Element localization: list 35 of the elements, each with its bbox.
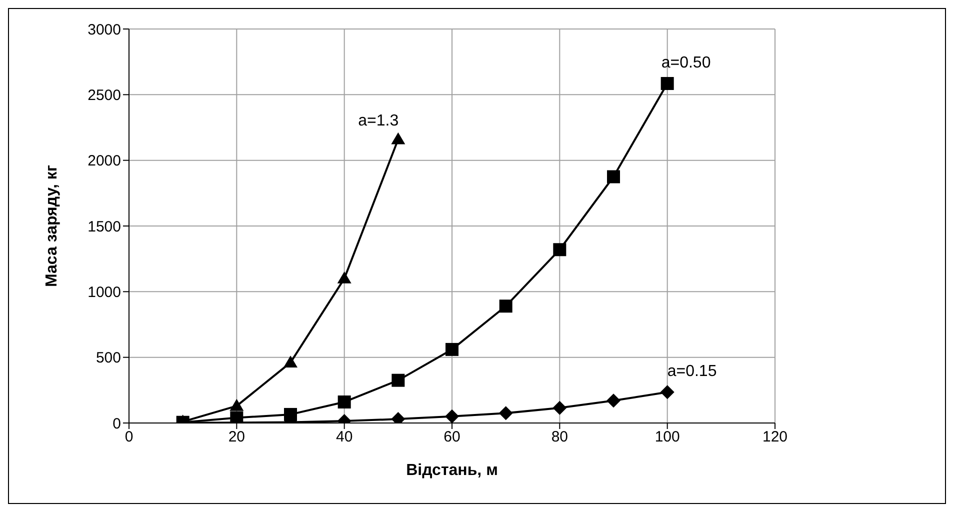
y-axis-title: Маса заряду, кг (44, 164, 61, 288)
point (392, 374, 405, 387)
y-tick-label: 500 (96, 350, 121, 367)
series-label: a=0.15 (667, 363, 717, 380)
x-tick-label: 20 (228, 428, 246, 446)
y-tick-label: 2500 (88, 86, 121, 104)
x-tick-label: 100 (654, 428, 680, 446)
x-tick-label: 120 (762, 428, 788, 446)
x-tick-label: 80 (551, 428, 568, 446)
y-tick-label: 3000 (88, 21, 121, 38)
point (337, 272, 352, 284)
point (660, 77, 674, 90)
x-tick-label: 60 (444, 428, 460, 446)
point (552, 400, 567, 415)
series-label: a=0.50 (661, 54, 711, 72)
point (553, 243, 566, 256)
point (338, 395, 351, 408)
point (606, 394, 620, 408)
point (660, 385, 674, 400)
point (445, 409, 459, 423)
y-tick-label: 2000 (88, 152, 121, 170)
x-axis-title: Відстань, м (406, 462, 498, 479)
point (230, 398, 244, 411)
point (607, 170, 620, 184)
point (499, 300, 512, 313)
y-tick-label: 0 (112, 415, 121, 432)
point (284, 356, 298, 368)
point (446, 342, 458, 356)
x-tick-label: 40 (336, 428, 353, 446)
y-tick-label: 1500 (88, 218, 121, 236)
y-tick-label: 1000 (88, 284, 121, 301)
x-tick-label: 0 (124, 428, 134, 446)
point (391, 132, 406, 144)
series-label: a=1.3 (358, 112, 399, 130)
point (498, 406, 513, 420)
